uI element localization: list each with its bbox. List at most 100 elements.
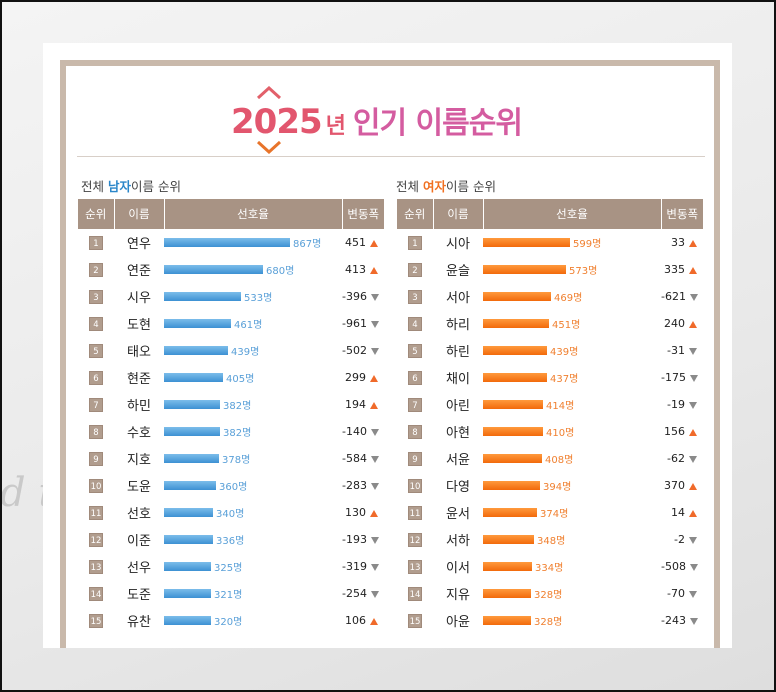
arrow-down-icon [689, 590, 697, 598]
preference-bar [483, 562, 532, 571]
rank-badge: 15 [89, 614, 103, 628]
change-value: -19 [667, 398, 685, 411]
rank-cell: 9 [78, 445, 114, 472]
preference-cell: 340명 [164, 499, 342, 526]
rank-badge: 2 [89, 263, 103, 277]
change-value: 156 [664, 425, 685, 438]
rank-cell: 15 [78, 607, 114, 634]
rank-badge: 3 [408, 290, 422, 304]
preference-bar [483, 400, 543, 409]
name-cell: 지호 [127, 453, 151, 468]
rank-cell: 11 [397, 499, 433, 526]
preference-value: 336명 [216, 536, 245, 547]
rank-badge: 10 [408, 479, 422, 493]
rank-cell: 8 [397, 418, 433, 445]
rank-badge: 13 [89, 560, 103, 574]
rank-badge: 12 [89, 533, 103, 547]
change-cell: -961 [342, 310, 384, 337]
rank-cell: 2 [78, 256, 114, 283]
rank-badge: 8 [408, 425, 422, 439]
title-divider [77, 156, 705, 157]
arrow-down-icon [689, 617, 698, 625]
preference-bar [483, 589, 531, 598]
preference-value: 382명 [223, 428, 252, 439]
rank-badge: 15 [408, 614, 422, 628]
change-cell: -283 [342, 472, 384, 499]
preference-cell: 348명 [483, 526, 661, 553]
rank-badge: 1 [89, 236, 103, 250]
preference-value: 374명 [540, 509, 569, 520]
change-cell: 194 [342, 391, 384, 418]
change-value: -584 [342, 452, 367, 465]
preference-value: 451명 [552, 320, 581, 331]
change-cell: 156 [661, 418, 703, 445]
preference-value: 599명 [573, 239, 602, 250]
rank-cell: 1 [78, 229, 114, 256]
table-row: 6 채이 437명 -175 [397, 364, 703, 391]
name-header: 이름 [114, 199, 165, 229]
preference-cell: 405명 [164, 364, 342, 391]
change-value: -961 [342, 317, 367, 330]
arrow-up-icon [370, 401, 378, 409]
preference-bar [164, 481, 216, 490]
preference-value: 348명 [537, 536, 566, 547]
preference-bar [164, 454, 219, 463]
name-cell: 하리 [446, 318, 470, 333]
table-row: 7 아린 414명 -19 [397, 391, 703, 418]
table-row: 4 하리 451명 240 [397, 310, 703, 337]
female-title-suffix: 이름 순위 [446, 179, 496, 194]
ranking-sheet: 2025 년 인기 이름순위 전체 남자이름 순위 전체 여자이름 순위 순위 이름 [43, 43, 732, 648]
table-row: 6 현준 405명 299 [78, 364, 384, 391]
name-cell: 아현 [446, 426, 470, 441]
preference-cell: 382명 [164, 391, 342, 418]
preference-bar [164, 589, 211, 598]
change-header: 변동폭 [661, 199, 703, 229]
preference-value: 461명 [234, 320, 263, 331]
change-value: -508 [661, 560, 686, 573]
preference-cell: 382명 [164, 418, 342, 445]
arrow-up-icon [370, 239, 378, 247]
table-row: 3 시우 533명 -396 [78, 283, 384, 310]
change-cell: 130 [342, 499, 384, 526]
title-year: 2025 [231, 102, 323, 142]
rank-cell: 15 [397, 607, 433, 634]
name-cell: 시아 [446, 237, 470, 252]
rank-cell: 6 [397, 364, 433, 391]
change-value: 335 [664, 263, 685, 276]
preference-header: 선호율 [483, 199, 662, 229]
arrow-up-icon [689, 428, 697, 436]
male-table-header: 순위 이름 선호율 변동폭 [78, 199, 384, 229]
preference-bar [483, 292, 551, 301]
preference-value: 394명 [543, 482, 572, 493]
preference-value: 405명 [226, 374, 255, 385]
preference-cell: 336명 [164, 526, 342, 553]
preference-bar [483, 616, 531, 625]
name-cell: 태오 [127, 345, 151, 360]
name-cell: 연준 [127, 264, 151, 279]
name-cell: 하린 [446, 345, 470, 360]
preference-value: 410명 [546, 428, 575, 439]
arrow-down-icon [370, 536, 379, 544]
preference-cell: 394명 [483, 472, 661, 499]
preference-cell: 437명 [483, 364, 661, 391]
arrow-down-icon [370, 428, 379, 436]
name-cell: 도준 [127, 588, 151, 603]
name-cell: 지유 [446, 588, 470, 603]
table-row: 3 서아 469명 -621 [397, 283, 703, 310]
arrow-up-icon [689, 266, 697, 274]
preference-bar [483, 481, 540, 490]
rank-cell: 2 [397, 256, 433, 283]
change-cell: -621 [661, 283, 703, 310]
name-cell: 아윤 [446, 615, 470, 630]
preference-cell: 410명 [483, 418, 661, 445]
preference-bar [164, 265, 263, 274]
rank-cell: 14 [397, 580, 433, 607]
table-row: 4 도현 461명 -961 [78, 310, 384, 337]
arrow-down-icon [370, 347, 379, 355]
table-row: 15 아윤 328명 -243 [397, 607, 703, 634]
name-cell: 이준 [127, 534, 151, 549]
preference-cell: 325명 [164, 553, 342, 580]
rank-cell: 3 [397, 283, 433, 310]
arrow-down-icon [689, 455, 697, 463]
change-cell: -70 [661, 580, 703, 607]
